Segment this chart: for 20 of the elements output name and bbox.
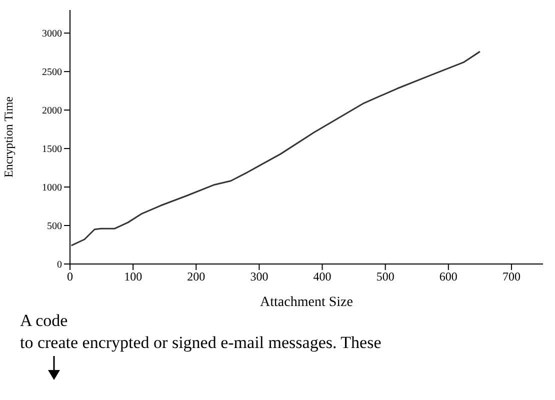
x-tick-label: 100: [124, 270, 142, 284]
x-tick-label: 400: [313, 270, 332, 284]
x-tick-label: 600: [439, 270, 458, 284]
x-axis-title: Attachment Size: [260, 295, 353, 310]
text: to create encrypted or signed e-mail messages. These: [20, 332, 382, 354]
x-tick-label: 300: [250, 270, 268, 284]
y-tick-label: 500: [47, 221, 62, 232]
y-tick-label: 1500: [42, 144, 62, 156]
x-tick-label: 0: [67, 270, 73, 284]
x-tick-label: 200: [187, 270, 206, 284]
y-tick-label: 3000: [42, 28, 62, 40]
text: A code: [20, 310, 69, 332]
x-tick-label: 500: [376, 270, 394, 284]
y-tick-label: 1000: [42, 182, 62, 194]
x-tick-label: 700: [502, 270, 520, 284]
y-tick-label: 2000: [42, 106, 62, 117]
y-tick-label: 0: [57, 260, 62, 271]
y-axis-title: Encryption Time: [1, 96, 16, 178]
line-series: [70, 50, 481, 246]
y-tick-label: 2500: [42, 67, 62, 78]
